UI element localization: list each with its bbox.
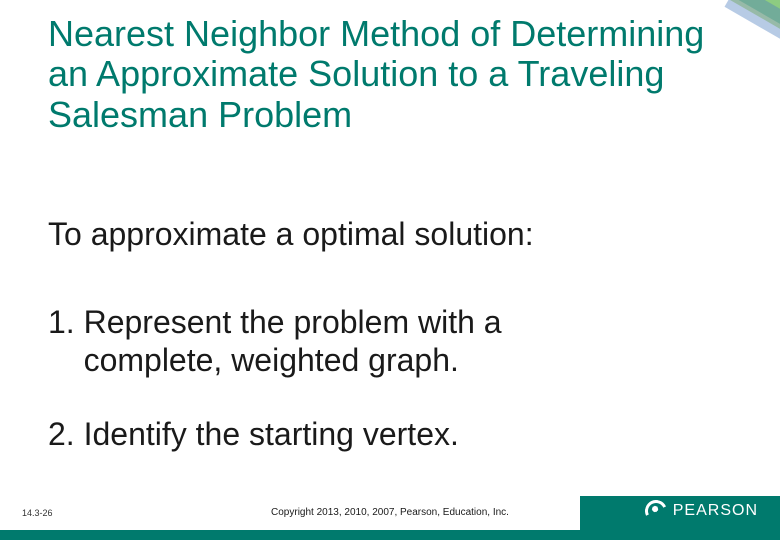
brand-name: PEARSON xyxy=(673,502,758,520)
slide: Nearest Neighbor Method of Determining a… xyxy=(0,0,780,540)
brand-logo: PEARSON xyxy=(645,500,758,522)
slide-title: Nearest Neighbor Method of Determining a… xyxy=(48,14,750,135)
footer-bar xyxy=(0,530,780,540)
pearson-icon xyxy=(645,500,667,522)
step-2: 2. Identify the starting vertex. xyxy=(48,416,740,453)
step-1: 1. Represent the problem with a complete… xyxy=(48,304,740,380)
slide-subtitle: To approximate a optimal solution: xyxy=(48,216,740,253)
